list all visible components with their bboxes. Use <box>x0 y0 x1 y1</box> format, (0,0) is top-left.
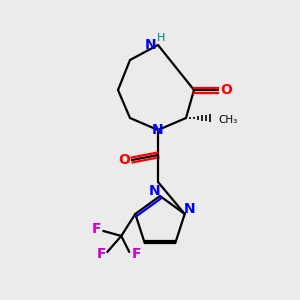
Text: N: N <box>184 202 196 216</box>
Text: H: H <box>157 33 165 43</box>
Text: N: N <box>145 38 157 52</box>
Text: N: N <box>152 123 164 137</box>
Text: F: F <box>131 247 141 261</box>
Text: CH₃: CH₃ <box>218 115 237 125</box>
Text: N: N <box>149 184 161 198</box>
Text: O: O <box>220 83 232 97</box>
Text: F: F <box>92 222 101 236</box>
Text: F: F <box>97 247 106 261</box>
Text: O: O <box>118 153 130 167</box>
